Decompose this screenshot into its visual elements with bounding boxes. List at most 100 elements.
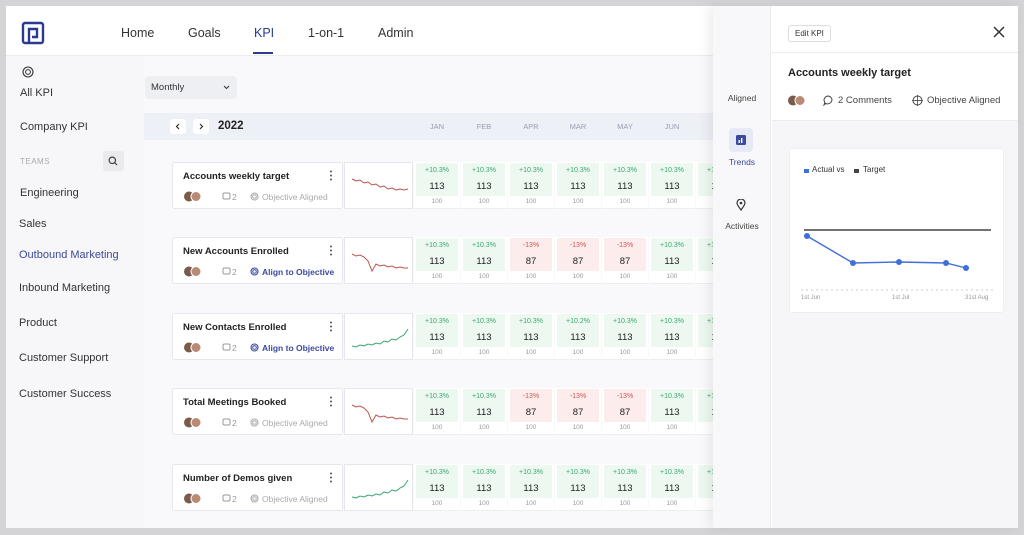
nav-item[interactable]: 1-on-1: [308, 26, 345, 40]
cell-target: 100: [525, 349, 537, 356]
team-item[interactable]: Product: [19, 317, 57, 329]
kpi-cell[interactable]: +10.3% 113 100: [555, 464, 601, 511]
cell-tint: [463, 238, 505, 271]
sidebar-item[interactable]: Company KPI: [20, 121, 88, 133]
cell-value: 113: [664, 256, 680, 267]
teams-label: TEAMS: [20, 157, 51, 166]
kpi-cell[interactable]: +10.3% 113 100: [508, 162, 554, 209]
period-dropdown[interactable]: Monthly: [145, 76, 237, 99]
kpi-cell[interactable]: +10.2% 113 100: [555, 313, 601, 360]
year-arrow[interactable]: [170, 119, 186, 134]
kpi-cell[interactable]: +10.3% 113 100: [461, 237, 507, 284]
panel-tab[interactable]: Aligned: [727, 93, 757, 103]
kpi-cell[interactable]: +10.3% 113 100: [649, 388, 695, 435]
kpi-cell[interactable]: -13% 87 100: [602, 388, 648, 435]
kpi-cell[interactable]: +10.3% 113 100: [414, 237, 460, 284]
kpi-cell[interactable]: +10.3% 113 100: [461, 313, 507, 360]
team-item[interactable]: Engineering: [20, 187, 79, 199]
search-icon: [108, 156, 118, 166]
kpi-cell[interactable]: +10.3% 113 100: [649, 313, 695, 360]
nav-item[interactable]: Goals: [188, 26, 221, 40]
sparkline: [351, 178, 409, 191]
team-item[interactable]: Inbound Marketing: [19, 282, 111, 294]
kebab-menu[interactable]: [329, 472, 333, 483]
kpi-cell[interactable]: -13% 87 100: [602, 237, 648, 284]
nav-item[interactable]: KPI: [254, 26, 275, 40]
cell-tint: [557, 163, 599, 196]
kpi-cell[interactable]: +10.3% 113 100: [461, 464, 507, 511]
kpi-card[interactable]: [172, 388, 343, 435]
cell-value: 87: [525, 407, 537, 418]
cell-target: 100: [478, 198, 490, 205]
panel-comments[interactable]: 2 Comments: [838, 95, 892, 106]
cell-value: 113: [429, 407, 445, 418]
cell-target: 100: [431, 273, 443, 280]
kpi-cell[interactable]: +10.3% 113 100: [508, 464, 554, 511]
alignment[interactable]: Align to Objective: [262, 267, 335, 277]
team-item[interactable]: Sales: [19, 218, 47, 230]
kpi-card[interactable]: [172, 313, 343, 360]
cell-target: 100: [619, 273, 631, 280]
kpi-cell[interactable]: -13% 87 100: [555, 237, 601, 284]
year-arrow[interactable]: [193, 119, 209, 134]
team-item[interactable]: Outbound Marketing: [19, 249, 119, 261]
kpi-cell[interactable]: +10.3% 113 100: [414, 313, 460, 360]
kpi-cell[interactable]: +10.3% 113 100: [649, 162, 695, 209]
kpi-cell[interactable]: +10.3% 113 100: [414, 464, 460, 511]
cell-change: +10.3%: [472, 318, 496, 325]
team-search[interactable]: [103, 151, 124, 171]
sidebar-item[interactable]: All KPI: [20, 87, 54, 99]
edit-button[interactable]: Edit KPI: [788, 25, 831, 42]
kebab-menu[interactable]: [329, 245, 333, 256]
kpi-cell[interactable]: -13% 87 100: [508, 388, 554, 435]
cell-change: +10.3%: [660, 167, 684, 174]
kpi-panel: Aligned Trends Activities Edit KPI Accounts …: [713, 6, 1018, 528]
cell-target: 100: [431, 500, 443, 507]
cell-target: 100: [572, 198, 584, 205]
alignment[interactable]: Align to Objective: [262, 343, 335, 353]
panel-tab[interactable]: Trends: [728, 157, 756, 167]
kebab-menu[interactable]: [329, 321, 333, 332]
kpi-cell[interactable]: -13% 87 100: [555, 388, 601, 435]
kpi-cell[interactable]: +10.3% 113 100: [461, 162, 507, 209]
legend-swatch: [804, 169, 809, 173]
kpi-card[interactable]: [172, 162, 343, 209]
kpi-cell[interactable]: +10.3% 113 100: [649, 464, 695, 511]
kpi-cell[interactable]: +10.3% 113 100: [555, 162, 601, 209]
cell-value: 113: [429, 181, 445, 192]
cell-value: 113: [617, 483, 633, 494]
cell-change: +10.3%: [519, 318, 543, 325]
kpi-cell[interactable]: +10.3% 113 100: [461, 388, 507, 435]
kpi-cell[interactable]: +10.3% 113 100: [602, 162, 648, 209]
nav-item[interactable]: Admin: [378, 26, 414, 40]
x-label: 1st Jul: [892, 295, 910, 301]
cell-change: +10.3%: [660, 393, 684, 400]
kpi-cell[interactable]: +10.3% 113 100: [602, 464, 648, 511]
panel-tab[interactable]: Activities: [725, 221, 759, 231]
nav-item[interactable]: Home: [121, 26, 155, 40]
cell-tint: [651, 465, 693, 498]
comment-count: 2: [232, 343, 237, 353]
comment-count: 2: [232, 267, 237, 277]
avatars: [184, 417, 202, 428]
kpi-cell[interactable]: +10.3% 113 100: [602, 313, 648, 360]
cell-value: 113: [664, 181, 680, 192]
align-icon: [250, 418, 259, 427]
kpi-cell[interactable]: +10.3% 113 100: [649, 237, 695, 284]
kpi-cell[interactable]: +10.3% 113 100: [508, 313, 554, 360]
cell-value: 113: [570, 483, 586, 494]
team-item[interactable]: Customer Success: [19, 388, 112, 400]
cell-value: 113: [476, 256, 492, 267]
team-item[interactable]: Customer Support: [19, 352, 109, 364]
kebab-menu[interactable]: [329, 170, 333, 181]
kpi-card[interactable]: [172, 237, 343, 284]
kpi-card[interactable]: [172, 464, 343, 511]
kpi-cell[interactable]: +10.3% 113 100: [414, 388, 460, 435]
cell-tint: [604, 389, 646, 422]
kpi-cell[interactable]: +10.3% 113 100: [414, 162, 460, 209]
kebab-menu[interactable]: [329, 396, 333, 407]
cell-change: +10.3%: [425, 318, 449, 325]
close-button[interactable]: [993, 26, 1005, 38]
x-label: 31st Aug: [965, 295, 989, 301]
kpi-cell[interactable]: -13% 87 100: [508, 237, 554, 284]
